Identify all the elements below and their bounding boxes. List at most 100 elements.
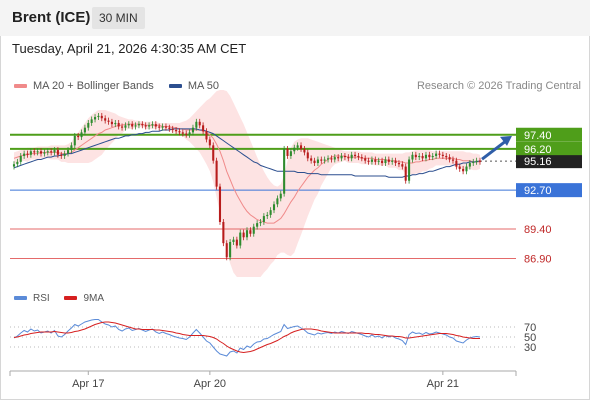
rsi-tick-70: 70 <box>524 322 536 334</box>
candle-body <box>100 115 103 119</box>
time-axis: Apr 17 Apr 20 Apr 21 <box>9 370 517 390</box>
timestamp: Tuesday, April 21, 2026 4:30:35 AM CET <box>12 41 247 56</box>
candle-body <box>60 154 63 156</box>
candle-body <box>428 154 431 158</box>
chart-legend: MA 20 + Bollinger Bands MA 50 <box>14 80 231 92</box>
candle-body <box>377 160 380 162</box>
candle-body <box>90 119 93 123</box>
candle-body <box>367 160 370 162</box>
candle-body <box>289 151 292 156</box>
candle-body <box>357 155 360 158</box>
candle-body <box>215 160 218 187</box>
copyright: Research © 2026 Trading Central <box>416 80 581 92</box>
candle-body <box>127 124 130 126</box>
rsi-series-rsi <box>13 319 481 357</box>
candle-body <box>77 135 80 138</box>
timeframe-badge[interactable]: 30 MIN <box>92 7 145 29</box>
candle-body <box>269 210 272 215</box>
candle-body <box>478 160 482 162</box>
candle-body <box>124 125 127 128</box>
price-label-96-20: 96.20 <box>524 144 552 156</box>
candle-body <box>29 151 32 155</box>
candle-body <box>391 160 394 162</box>
candle-body <box>448 157 451 160</box>
candle-body <box>36 151 39 153</box>
legend-label-ma50: MA 50 <box>187 80 220 92</box>
candle-body <box>242 232 245 238</box>
candle-body <box>181 132 184 134</box>
candle-body <box>121 126 124 128</box>
legend-swatch-ma20 <box>14 84 27 89</box>
ma50-line <box>13 128 481 178</box>
projection-arrow <box>481 139 507 161</box>
candle-body <box>212 145 215 161</box>
candle-body <box>252 226 255 234</box>
candle-body <box>26 153 29 155</box>
candles <box>12 112 482 261</box>
candle-body <box>266 214 269 217</box>
candle-body <box>435 153 438 156</box>
candle-body <box>438 153 441 155</box>
candle-body <box>394 160 397 164</box>
candle-body <box>276 198 279 205</box>
legend-swatch-9ma <box>64 296 78 301</box>
candle-body <box>97 115 100 118</box>
candle-body <box>401 164 404 167</box>
candle-body <box>350 154 353 159</box>
candle-body <box>424 154 428 159</box>
candle-body <box>205 131 208 140</box>
candle-body <box>164 126 167 128</box>
candle-body <box>56 150 59 155</box>
candle-body <box>465 166 468 172</box>
candle-body <box>445 155 448 158</box>
candle-body <box>235 239 238 246</box>
rsi-tick-50: 50 <box>524 332 536 344</box>
candle-body <box>87 122 90 128</box>
candle-body <box>455 160 458 167</box>
instrument-title: Brent (ICE) <box>12 9 91 26</box>
candle-body <box>43 152 46 154</box>
rsi-legend: RSI 9MA <box>14 293 116 304</box>
price-label-86-90: 86.90 <box>524 254 552 266</box>
candle-body <box>296 145 299 148</box>
candle-body <box>421 155 424 159</box>
legend-item-9ma: 9MA <box>64 293 104 304</box>
candle-body <box>384 159 387 164</box>
legend-item-ma50: MA 50 <box>168 80 220 92</box>
candle-body <box>313 160 316 164</box>
candle-body <box>320 159 323 161</box>
legend-label-9ma: 9MA <box>83 293 105 304</box>
candle-body <box>33 151 36 153</box>
candle-body <box>171 128 174 131</box>
candle-body <box>374 159 377 162</box>
candle-body <box>411 154 414 160</box>
candle-body <box>397 163 400 165</box>
candle-body <box>387 159 390 162</box>
candle-body <box>151 124 154 126</box>
candle-body <box>218 186 222 222</box>
candle-body <box>408 159 411 181</box>
candle-body <box>188 132 191 135</box>
candle-body <box>202 125 205 132</box>
candle-body <box>404 166 407 181</box>
candle-body <box>364 158 367 161</box>
legend-item-ma20: MA 20 + Bollinger Bands <box>14 80 154 92</box>
candle-body <box>94 117 97 120</box>
candle-body <box>293 147 296 152</box>
candle-body <box>239 232 242 246</box>
candle-body <box>83 127 86 133</box>
candle-body <box>23 153 26 156</box>
candle-body <box>475 160 478 162</box>
candle-body <box>50 151 53 153</box>
candle-body <box>104 118 107 121</box>
candle-body <box>262 216 265 222</box>
candle-body <box>39 151 43 154</box>
candle-body <box>195 121 198 128</box>
candle-body <box>306 152 309 159</box>
candle-body <box>418 155 421 158</box>
price-label-92-70-bg <box>516 183 582 198</box>
candle-body <box>316 159 319 164</box>
price-label-95-16: 95.16 <box>524 156 552 168</box>
candle-body <box>414 154 417 158</box>
candle-body <box>323 159 326 161</box>
